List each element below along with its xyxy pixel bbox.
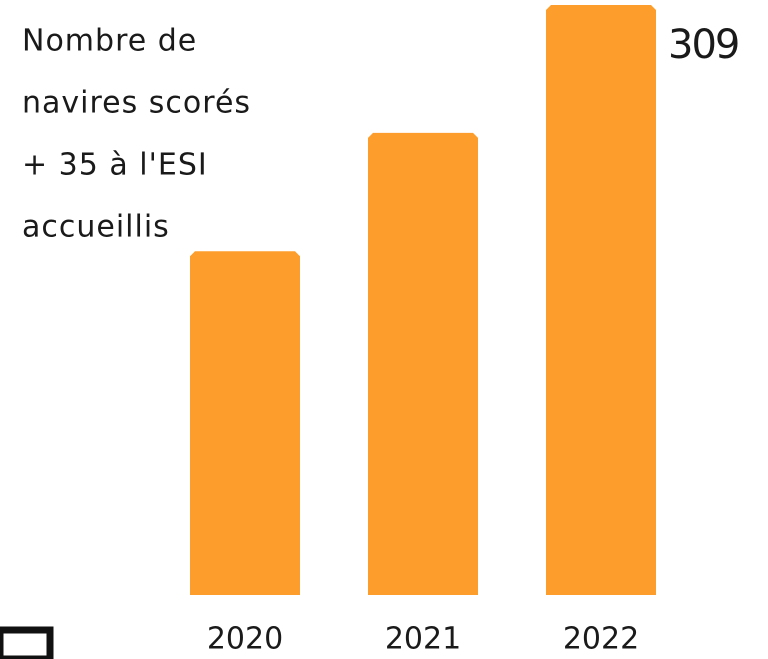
chart-title-line: Nombre de xyxy=(22,24,197,59)
bar xyxy=(190,251,300,596)
x-tick-label: 2021 xyxy=(385,622,461,657)
data-label: 309 xyxy=(668,22,738,68)
x-tick-label: 2020 xyxy=(207,622,283,657)
chart-title-line: + 35 à l'ESI xyxy=(22,148,208,183)
bar xyxy=(368,132,478,595)
bar xyxy=(546,5,656,595)
x-tick-label: 2022 xyxy=(563,622,639,657)
chart-title-line: accueillis xyxy=(22,210,170,245)
corner-icon xyxy=(0,626,54,659)
chart-title-line: navires scorés xyxy=(22,86,251,121)
